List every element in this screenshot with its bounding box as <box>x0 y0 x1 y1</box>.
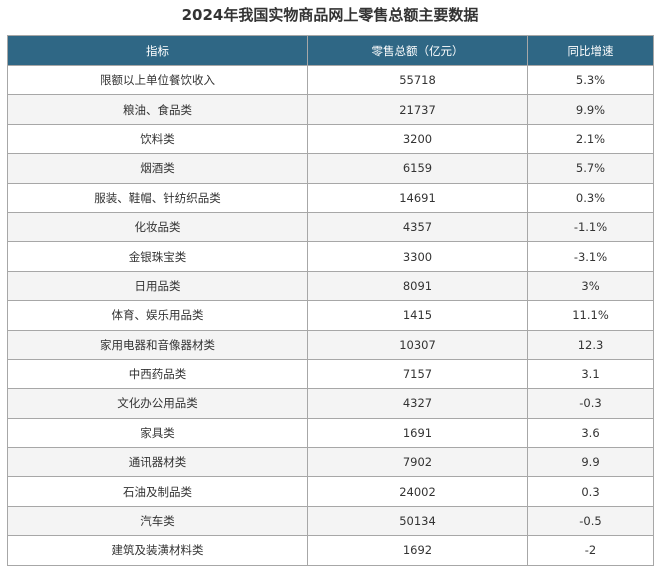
cell-indicator: 通讯器材类 <box>7 447 308 478</box>
cell-yoy-growth: 12.3 <box>527 329 654 360</box>
data-table: 指标 零售总额（亿元） 同比增速 限额以上单位餐饮收入 55718 5.3% 粮油、食… <box>7 35 654 566</box>
cell-indicator: 化妆品类 <box>7 211 308 243</box>
table-row: 体育、娱乐用品类 1415 11.1% <box>7 300 654 331</box>
cell-indicator: 家具类 <box>7 417 308 449</box>
table-row: 文化办公用品类 4327 -0.3 <box>7 388 654 419</box>
cell-yoy-growth: -0.5 <box>527 505 654 537</box>
table-row: 汽车类 50134 -0.5 <box>7 505 654 537</box>
cell-yoy-growth: 0.3 <box>527 476 654 507</box>
cell-yoy-growth: -2 <box>527 535 654 566</box>
column-header-retail-total: 零售总额（亿元） <box>307 35 528 66</box>
cell-yoy-growth: 0.3% <box>527 182 654 213</box>
cell-indicator: 建筑及装潢材料类 <box>7 535 308 566</box>
cell-yoy-growth: 5.3% <box>527 64 654 96</box>
table-row: 烟酒类 6159 5.7% <box>7 153 654 184</box>
cell-indicator: 限额以上单位餐饮收入 <box>7 64 308 96</box>
cell-indicator: 金银珠宝类 <box>7 241 308 272</box>
cell-retail-total: 7157 <box>307 358 528 390</box>
cell-yoy-growth: -3.1% <box>527 241 654 272</box>
table-row: 金银珠宝类 3300 -3.1% <box>7 241 654 272</box>
cell-yoy-growth: 5.7% <box>527 153 654 184</box>
cell-yoy-growth: -0.3 <box>527 388 654 419</box>
cell-retail-total: 10307 <box>307 329 528 360</box>
cell-yoy-growth: 9.9 <box>527 447 654 478</box>
table-row: 家具类 1691 3.6 <box>7 417 654 449</box>
cell-retail-total: 24002 <box>307 476 528 507</box>
cell-retail-total: 55718 <box>307 64 528 96</box>
cell-retail-total: 21737 <box>307 94 528 125</box>
cell-retail-total: 14691 <box>307 182 528 213</box>
table-row: 粮油、食品类 21737 9.9% <box>7 94 654 125</box>
column-header-yoy-growth: 同比增速 <box>527 35 654 66</box>
cell-indicator: 中西药品类 <box>7 358 308 390</box>
cell-indicator: 汽车类 <box>7 505 308 537</box>
cell-retail-total: 1691 <box>307 417 528 449</box>
cell-indicator: 饮料类 <box>7 123 308 155</box>
cell-yoy-growth: 2.1% <box>527 123 654 155</box>
cell-yoy-growth: 9.9% <box>527 94 654 125</box>
table-row: 建筑及装潢材料类 1692 -2 <box>7 535 654 566</box>
cell-retail-total: 3300 <box>307 241 528 272</box>
cell-retail-total: 6159 <box>307 153 528 184</box>
cell-yoy-growth: -1.1% <box>527 211 654 243</box>
cell-indicator: 烟酒类 <box>7 153 308 184</box>
table-row: 通讯器材类 7902 9.9 <box>7 447 654 478</box>
cell-retail-total: 7902 <box>307 447 528 478</box>
table-row: 石油及制品类 24002 0.3 <box>7 476 654 507</box>
table-body: 限额以上单位餐饮收入 55718 5.3% 粮油、食品类 21737 9.9% 饮料类 320… <box>7 64 654 566</box>
table-row: 日用品类 8091 3% <box>7 270 654 302</box>
column-header-indicator: 指标 <box>7 35 308 66</box>
cell-indicator: 服装、鞋帽、针纺织品类 <box>7 182 308 213</box>
cell-yoy-growth: 3.6 <box>527 417 654 449</box>
table-row: 家用电器和音像器材类 10307 12.3 <box>7 329 654 360</box>
cell-indicator: 文化办公用品类 <box>7 388 308 419</box>
cell-retail-total: 3200 <box>307 123 528 155</box>
header-row: 指标 零售总额（亿元） 同比增速 <box>7 35 654 66</box>
table-title: 2024年我国实物商品网上零售总额主要数据 <box>181 6 479 24</box>
cell-retail-total: 8091 <box>307 270 528 302</box>
cell-retail-total: 4327 <box>307 388 528 419</box>
table-row: 中西药品类 7157 3.1 <box>7 358 654 390</box>
cell-yoy-growth: 3% <box>527 270 654 302</box>
cell-indicator: 体育、娱乐用品类 <box>7 300 308 331</box>
table-row: 饮料类 3200 2.1% <box>7 123 654 155</box>
cell-indicator: 日用品类 <box>7 270 308 302</box>
cell-indicator: 石油及制品类 <box>7 476 308 507</box>
cell-indicator: 粮油、食品类 <box>7 94 308 125</box>
table-row: 限额以上单位餐饮收入 55718 5.3% <box>7 64 654 96</box>
cell-retail-total: 50134 <box>307 505 528 537</box>
cell-retail-total: 4357 <box>307 211 528 243</box>
table-row: 服装、鞋帽、针纺织品类 14691 0.3% <box>7 182 654 213</box>
cell-yoy-growth: 11.1% <box>527 300 654 331</box>
table-row: 化妆品类 4357 -1.1% <box>7 211 654 243</box>
cell-retail-total: 1692 <box>307 535 528 566</box>
cell-indicator: 家用电器和音像器材类 <box>7 329 308 360</box>
cell-yoy-growth: 3.1 <box>527 358 654 390</box>
cell-retail-total: 1415 <box>307 300 528 331</box>
